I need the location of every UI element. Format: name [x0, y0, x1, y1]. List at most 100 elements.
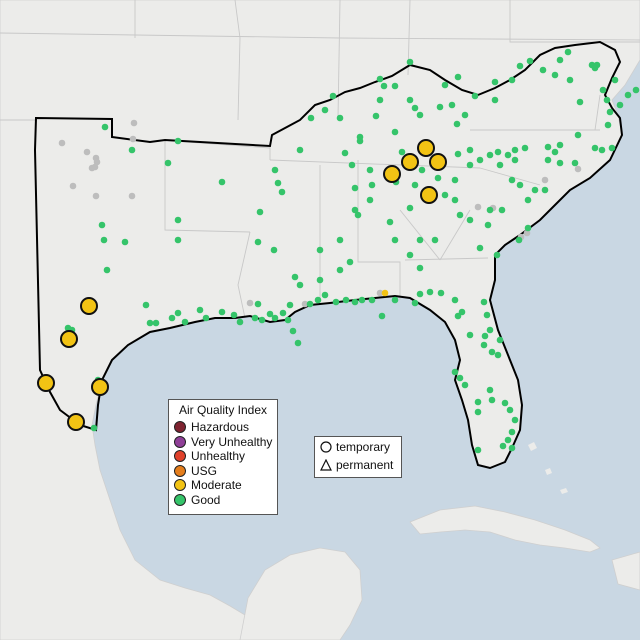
monitor-marker-good[interactable] — [544, 143, 552, 151]
monitor-marker-good[interactable] — [274, 179, 282, 187]
monitor-marker-good[interactable] — [453, 120, 461, 128]
monitor-marker-good[interactable] — [321, 106, 329, 114]
monitor-marker-good[interactable] — [202, 314, 210, 322]
monitor-marker-good[interactable] — [541, 186, 549, 194]
monitor-marker-good[interactable] — [632, 86, 640, 94]
monitor-marker-good[interactable] — [506, 406, 514, 414]
monitor-marker-good[interactable] — [416, 111, 424, 119]
monitor-marker-good[interactable] — [539, 66, 547, 74]
monitor-marker-good[interactable] — [564, 48, 572, 56]
monitor-marker-good[interactable] — [516, 62, 524, 70]
monitor-marker-good[interactable] — [481, 332, 489, 340]
monitor-marker-no-data[interactable] — [376, 289, 384, 297]
monitor-marker-good[interactable] — [174, 309, 182, 317]
monitor-marker-good[interactable] — [556, 56, 564, 64]
monitor-marker-good[interactable] — [406, 96, 414, 104]
monitor-marker-good[interactable] — [524, 196, 532, 204]
monitor-marker-good[interactable] — [508, 176, 516, 184]
monitor-marker-good[interactable] — [456, 211, 464, 219]
monitor-marker-good[interactable] — [451, 176, 459, 184]
monitor-marker-good[interactable] — [416, 236, 424, 244]
monitor-marker-good[interactable] — [174, 216, 182, 224]
monitor-marker-good[interactable] — [504, 436, 512, 444]
monitor-marker-good[interactable] — [491, 78, 499, 86]
monitor-marker-good[interactable] — [230, 311, 238, 319]
monitor-marker-good[interactable] — [603, 96, 611, 104]
monitor-marker-good[interactable] — [366, 196, 374, 204]
monitor-marker-good[interactable] — [466, 216, 474, 224]
monitor-marker-good[interactable] — [476, 156, 484, 164]
monitor-marker-good[interactable] — [128, 146, 136, 154]
monitor-marker-good[interactable] — [486, 206, 494, 214]
monitor-marker-good[interactable] — [342, 296, 350, 304]
monitor-marker-moderate[interactable] — [429, 153, 447, 171]
monitor-marker-good[interactable] — [329, 92, 337, 100]
monitor-marker-good[interactable] — [616, 101, 624, 109]
monitor-marker-good[interactable] — [458, 308, 466, 316]
monitor-marker-moderate[interactable] — [381, 289, 389, 297]
monitor-marker-good[interactable] — [456, 374, 464, 382]
monitor-marker-good[interactable] — [336, 236, 344, 244]
monitor-marker-good[interactable] — [306, 300, 314, 308]
monitor-marker-good[interactable] — [551, 71, 559, 79]
monitor-marker-no-data[interactable] — [93, 158, 101, 166]
monitor-marker-good[interactable] — [336, 266, 344, 274]
monitor-marker-good[interactable] — [296, 146, 304, 154]
monitor-marker-good[interactable] — [474, 446, 482, 454]
monitor-marker-good[interactable] — [434, 174, 442, 182]
monitor-marker-good[interactable] — [448, 101, 456, 109]
monitor-marker-good[interactable] — [466, 331, 474, 339]
monitor-marker-good[interactable] — [551, 148, 559, 156]
monitor-marker-good[interactable] — [366, 166, 374, 174]
monitor-marker-good[interactable] — [100, 236, 108, 244]
monitor-marker-good[interactable] — [378, 312, 386, 320]
monitor-marker-good[interactable] — [406, 251, 414, 259]
monitor-marker-good[interactable] — [380, 82, 388, 90]
monitor-marker-good[interactable] — [466, 161, 474, 169]
monitor-marker-good[interactable] — [599, 86, 607, 94]
monitor-marker-good[interactable] — [531, 186, 539, 194]
monitor-marker-good[interactable] — [556, 141, 564, 149]
monitor-marker-good[interactable] — [451, 296, 459, 304]
monitor-marker-good[interactable] — [524, 224, 532, 232]
monitor-marker-good[interactable] — [516, 181, 524, 189]
monitor-marker-moderate[interactable] — [417, 139, 435, 157]
monitor-marker-good[interactable] — [152, 319, 160, 327]
monitor-marker-good[interactable] — [504, 151, 512, 159]
monitor-marker-good[interactable] — [258, 316, 266, 324]
monitor-marker-good[interactable] — [488, 348, 496, 356]
monitor-marker-good[interactable] — [416, 290, 424, 298]
monitor-marker-good[interactable] — [606, 108, 614, 116]
monitor-marker-good[interactable] — [316, 276, 324, 284]
monitor-marker-good[interactable] — [608, 144, 616, 152]
monitor-marker-good[interactable] — [168, 314, 176, 322]
monitor-marker-good[interactable] — [436, 103, 444, 111]
monitor-marker-good[interactable] — [441, 191, 449, 199]
monitor-marker-good[interactable] — [480, 341, 488, 349]
monitor-marker-no-data[interactable] — [130, 119, 138, 127]
monitor-marker-good[interactable] — [406, 204, 414, 212]
monitor-marker-good[interactable] — [174, 137, 182, 145]
monitor-marker-good[interactable] — [544, 156, 552, 164]
monitor-marker-no-data[interactable] — [128, 192, 136, 200]
monitor-marker-good[interactable] — [486, 151, 494, 159]
monitor-marker-good[interactable] — [254, 300, 262, 308]
monitor-marker-good[interactable] — [254, 238, 262, 246]
monitor-marker-good[interactable] — [508, 428, 516, 436]
monitor-marker-no-data[interactable] — [69, 182, 77, 190]
monitor-marker-good[interactable] — [372, 112, 380, 120]
monitor-marker-good[interactable] — [316, 246, 324, 254]
monitor-marker-good[interactable] — [411, 104, 419, 112]
monitor-marker-good[interactable] — [461, 381, 469, 389]
monitor-marker-good[interactable] — [496, 336, 504, 344]
monitor-marker-good[interactable] — [142, 301, 150, 309]
monitor-marker-good[interactable] — [624, 91, 632, 99]
monitor-marker-good[interactable] — [454, 73, 462, 81]
monitor-marker-moderate[interactable] — [37, 374, 55, 392]
monitor-marker-good[interactable] — [391, 296, 399, 304]
monitor-marker-good[interactable] — [411, 299, 419, 307]
monitor-marker-moderate[interactable] — [91, 378, 109, 396]
monitor-marker-good[interactable] — [174, 236, 182, 244]
monitor-marker-no-data[interactable] — [88, 164, 96, 172]
monitor-marker-good[interactable] — [480, 298, 488, 306]
